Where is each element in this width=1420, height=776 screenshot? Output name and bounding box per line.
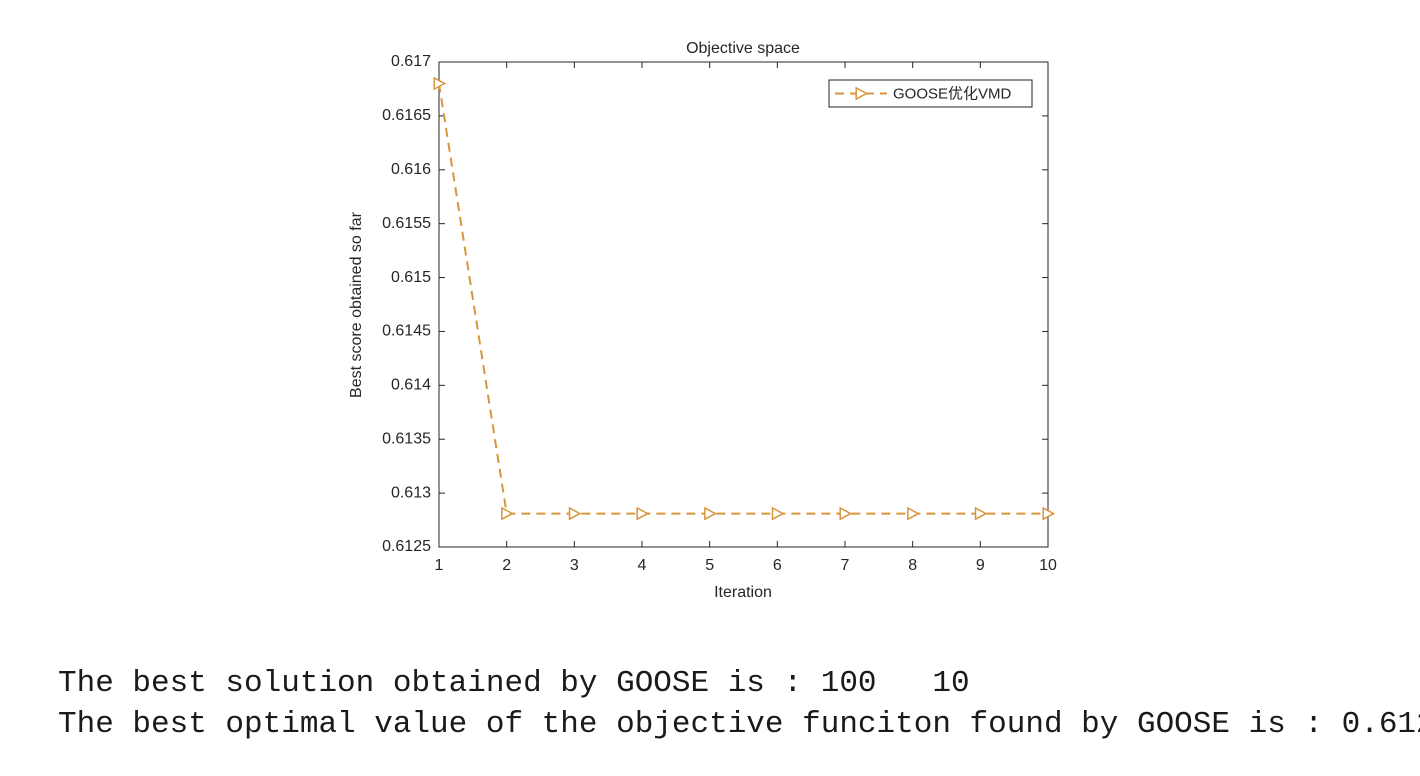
marker <box>771 506 785 521</box>
chart-title: Objective space <box>686 40 800 57</box>
y-tick-label: 0.6155 <box>382 215 431 232</box>
y-tick-label: 0.617 <box>391 53 431 70</box>
console-line: The best solution obtained by GOOSE is :… <box>58 666 970 701</box>
marker <box>704 506 717 521</box>
x-tick-label: 6 <box>773 557 782 574</box>
y-tick-label: 0.616 <box>391 161 431 178</box>
x-tick-label: 5 <box>705 557 714 574</box>
y-tick-label: 0.6165 <box>382 107 431 124</box>
y-tick-label: 0.6145 <box>382 323 431 340</box>
chart: Objective space Iteration Best score obt… <box>348 40 1057 601</box>
x-tick-label: 4 <box>638 557 647 574</box>
x-tick-label: 10 <box>1039 557 1057 574</box>
y-tick-label: 0.6125 <box>382 538 431 555</box>
x-tick-label: 9 <box>976 557 985 574</box>
x-tick-label: 1 <box>435 557 444 574</box>
x-tick-label: 7 <box>841 557 850 574</box>
y-tick-label: 0.613 <box>391 484 431 501</box>
marker <box>839 506 853 521</box>
y-tick-label: 0.614 <box>391 377 431 394</box>
marker <box>433 76 447 91</box>
marker <box>907 506 920 521</box>
y-axis-label: Best score obtained so far <box>348 211 365 398</box>
console-line: The best optimal value of the objective … <box>58 707 1420 742</box>
marker <box>974 506 988 521</box>
legend-label: GOOSE优化VMD <box>893 85 1012 102</box>
series-line <box>438 83 1048 515</box>
marker <box>501 506 514 521</box>
x-axis-label: Iteration <box>714 584 772 601</box>
marker <box>568 506 582 521</box>
marker <box>1042 506 1056 521</box>
y-tick-label: 0.6135 <box>382 430 431 447</box>
y-tick-label: 0.615 <box>391 269 431 286</box>
x-tick-label: 3 <box>570 557 579 574</box>
x-tick-label: 2 <box>502 557 511 574</box>
legend-marker <box>855 86 869 101</box>
x-tick-label: 8 <box>908 557 917 574</box>
marker <box>636 506 650 521</box>
plot-frame <box>438 61 1049 548</box>
